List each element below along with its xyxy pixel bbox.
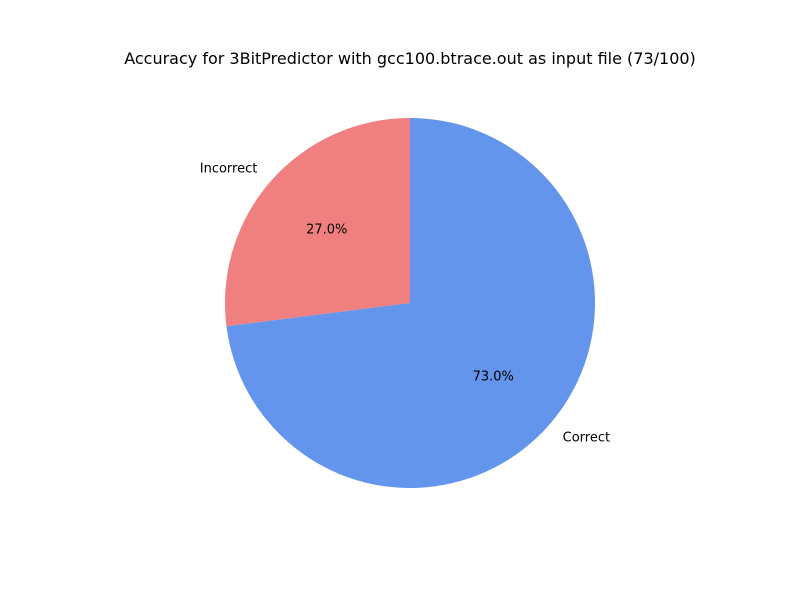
pie-slices [224, 118, 595, 488]
pie-slice-correct [226, 118, 595, 488]
slice-label-correct: Correct [563, 431, 610, 446]
percent-label-correct: 73.0% [473, 369, 514, 384]
pie-slice-incorrect [224, 118, 410, 327]
slice-label-incorrect: Incorrect [200, 161, 258, 176]
pie-labels: Correct 73.0% Incorrect 27.0% [200, 161, 610, 445]
chart-title: Accuracy for 3BitPredictor with gcc100.b… [124, 49, 696, 68]
percent-label-incorrect: 27.0% [306, 223, 347, 238]
